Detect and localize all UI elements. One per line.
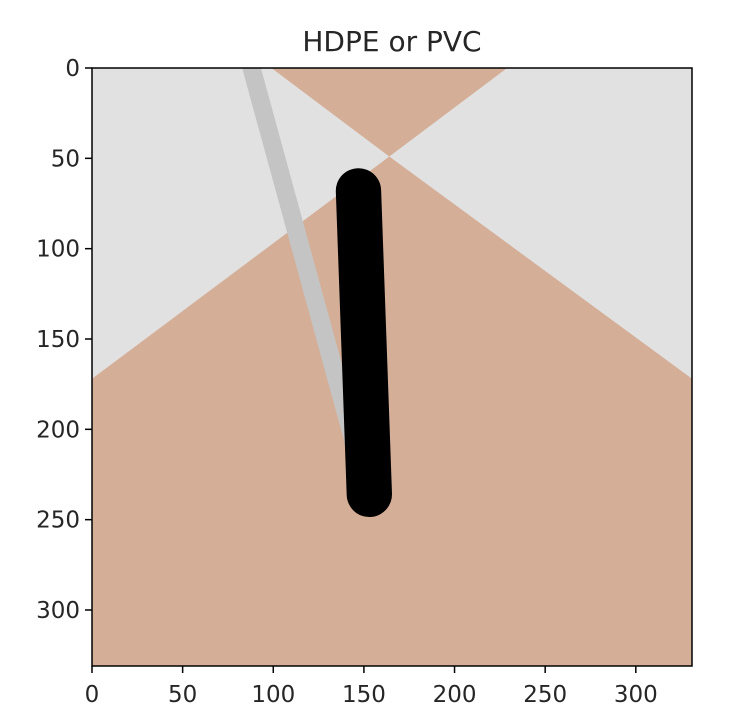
axes-frame [91, 67, 693, 667]
tan-bottom-area [92, 156, 692, 666]
x-tick-label: 0 [85, 682, 100, 708]
y-tick-label: 0 [65, 56, 80, 82]
y-axis-ticks: 0 50 100 150 200 250 300 [36, 56, 92, 624]
black-stroke [335, 168, 393, 518]
x-tick-label: 100 [251, 682, 295, 708]
y-tick-label: 250 [36, 508, 80, 534]
x-tick-label: 150 [342, 682, 386, 708]
strokes-layer [242, 68, 393, 518]
gray-stroke [242, 68, 370, 475]
x-tick-label: 50 [168, 682, 197, 708]
tan-top-triangle [271, 68, 508, 157]
x-tick-label: 300 [614, 682, 658, 708]
y-tick-label: 50 [51, 146, 80, 172]
x-tick-label: 200 [433, 682, 477, 708]
y-tick-label: 300 [36, 598, 80, 624]
plot-area [92, 68, 692, 666]
chart-title: HDPE or PVC [302, 25, 481, 58]
x-axis-ticks: 0 50 100 150 200 250 300 [85, 666, 658, 708]
y-tick-label: 150 [36, 327, 80, 353]
y-tick-label: 200 [36, 417, 80, 443]
y-tick-label: 100 [36, 237, 80, 263]
x-tick-label: 250 [523, 682, 567, 708]
regions-layer [92, 68, 692, 666]
